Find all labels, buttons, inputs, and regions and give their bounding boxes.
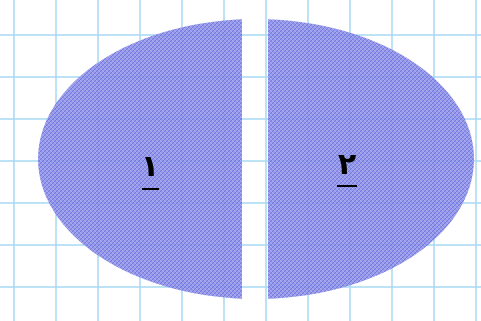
diagram: ١ ٢ <box>0 0 481 321</box>
left-label: ١ <box>141 149 159 184</box>
right-label: ٢ <box>338 147 356 182</box>
